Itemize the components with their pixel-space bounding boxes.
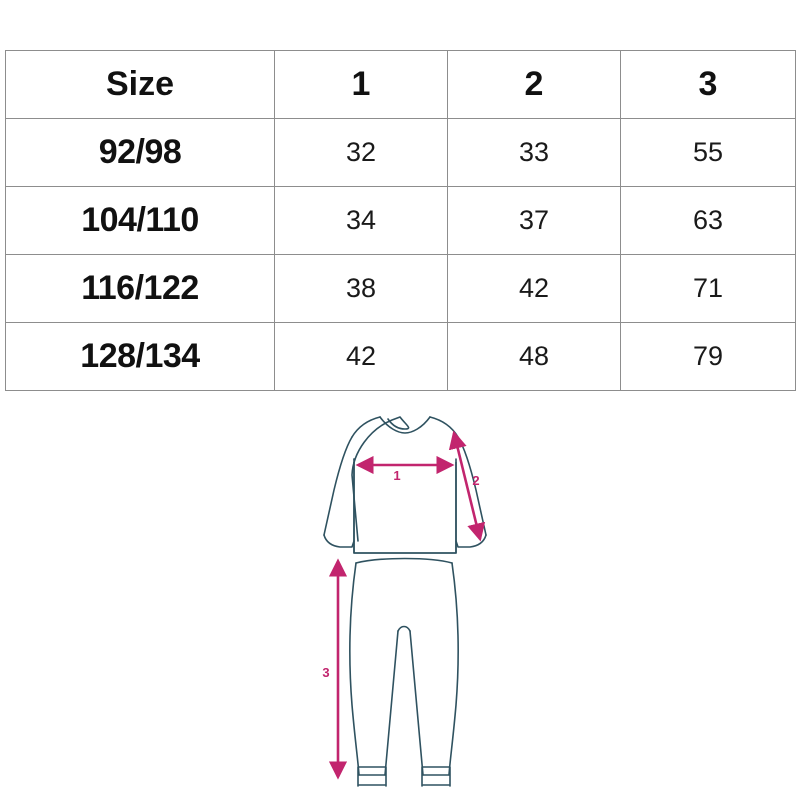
cell-m2-3: 48 bbox=[447, 322, 621, 391]
cell-m2-2: 42 bbox=[447, 254, 621, 323]
cell-m3-0: 55 bbox=[620, 118, 796, 187]
column-header-2: 2 bbox=[447, 50, 621, 119]
cell-m1-0: 32 bbox=[274, 118, 448, 187]
cell-size-1: 104/110 bbox=[5, 186, 275, 255]
size-table-container: Size 1 2 3 92/98 32 33 55 104/110 34 37 bbox=[5, 50, 796, 391]
cell-m2-1: 37 bbox=[447, 186, 621, 255]
column-header-1: 1 bbox=[274, 50, 448, 119]
cell-m3-1: 63 bbox=[620, 186, 796, 255]
column-header-size: Size bbox=[5, 50, 275, 119]
table-row: 128/134 42 48 79 bbox=[5, 322, 796, 391]
measurement-1-label: 1 bbox=[393, 468, 400, 483]
cell-m2-0: 33 bbox=[447, 118, 621, 187]
cell-m1-1: 34 bbox=[274, 186, 448, 255]
pyjama-measurement-diagram: 1 2 bbox=[280, 395, 530, 795]
pyjama-pants-icon bbox=[349, 557, 459, 787]
table-header-row: Size 1 2 3 bbox=[5, 50, 796, 119]
size-chart-table: Size 1 2 3 92/98 32 33 55 104/110 34 37 bbox=[5, 50, 796, 391]
cell-m1-3: 42 bbox=[274, 322, 448, 391]
top-body-outline bbox=[353, 462, 457, 554]
measurement-2-arrow bbox=[448, 430, 486, 542]
cell-size-3: 128/134 bbox=[5, 322, 275, 391]
table-row: 116/122 38 42 71 bbox=[5, 254, 796, 323]
table-row: 104/110 34 37 63 bbox=[5, 186, 796, 255]
cell-m3-3: 79 bbox=[620, 322, 796, 391]
measurement-3-label: 3 bbox=[322, 665, 329, 680]
cell-m1-2: 38 bbox=[274, 254, 448, 323]
measurement-2-label: 2 bbox=[472, 473, 479, 488]
table-row: 92/98 32 33 55 bbox=[5, 118, 796, 187]
cell-size-0: 92/98 bbox=[5, 118, 275, 187]
cell-m3-2: 71 bbox=[620, 254, 796, 323]
cell-size-2: 116/122 bbox=[5, 254, 275, 323]
long-sleeve-top-icon bbox=[323, 416, 487, 554]
column-header-3: 3 bbox=[620, 50, 796, 119]
